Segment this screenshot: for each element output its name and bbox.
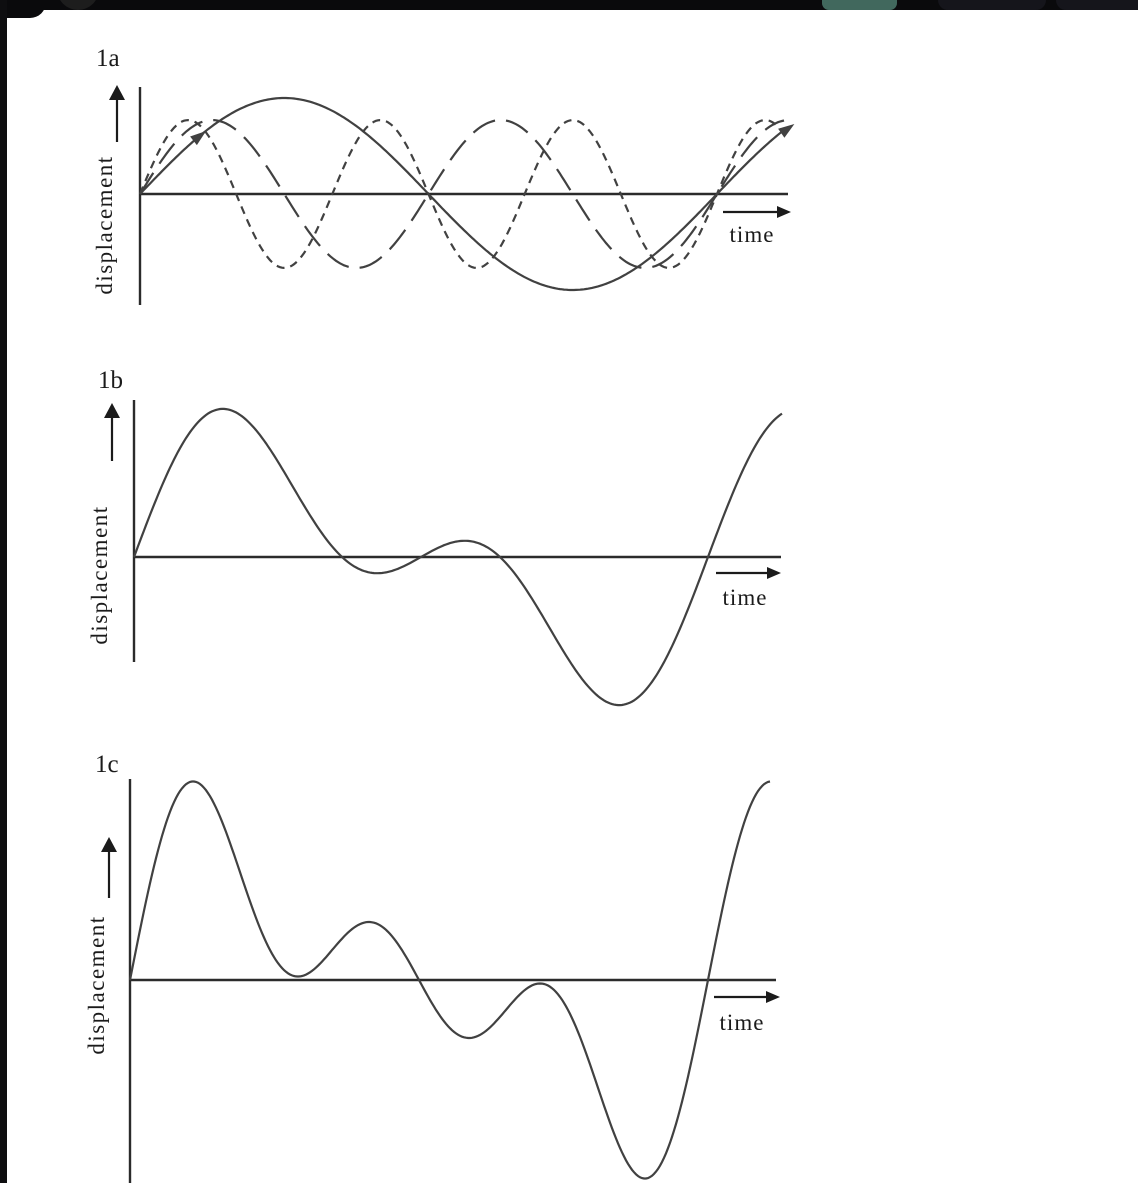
panel-group-1c: [101, 779, 780, 1183]
displacement-arrowhead-icon: [104, 403, 120, 418]
inactive-tab-fragment: [938, 0, 1046, 10]
time-arrowhead-icon: [767, 567, 781, 579]
panel-1c-y-axis-label: displacement: [84, 915, 109, 1054]
panel-1c-label: 1c: [95, 751, 119, 778]
time-arrowhead-icon: [777, 206, 791, 218]
browser-top-bar: [0, 0, 1138, 10]
panel-1a-y-axis-label: displacement: [92, 155, 117, 294]
time-arrowhead-icon: [766, 991, 780, 1003]
panel-1b-label: 1b: [98, 367, 123, 394]
curve-direction-arrow-icon: [778, 124, 795, 138]
panel-1a-x-axis-label: time: [730, 222, 775, 247]
displacement-arrowhead-icon: [101, 837, 117, 852]
wave-1b-solid: [132, 407, 783, 707]
inactive-tab-fragment: [1056, 0, 1138, 10]
left-edge-strip: [0, 0, 7, 1183]
panel-1c-x-axis-label: time: [720, 1010, 765, 1035]
wave-1a-solid: [139, 96, 785, 292]
wave-1a-short-dash: [138, 118, 785, 270]
panel-1b-y-axis-label: displacement: [87, 505, 112, 644]
wave-1a-long-dash: [139, 119, 785, 269]
panel-group-1a: [109, 85, 795, 305]
browser-tab-fragment[interactable]: [822, 0, 897, 10]
top-bar-dot: [57, 0, 99, 10]
panel-group-1b: [104, 400, 783, 707]
panel-1a-label: 1a: [96, 45, 120, 72]
curve-direction-arrow-icon: [190, 130, 207, 146]
wave-1c-solid: [128, 780, 771, 1180]
panel-1b-x-axis-label: time: [723, 585, 768, 610]
displacement-arrowhead-icon: [109, 85, 125, 100]
page-corner-mask: [0, 0, 46, 18]
